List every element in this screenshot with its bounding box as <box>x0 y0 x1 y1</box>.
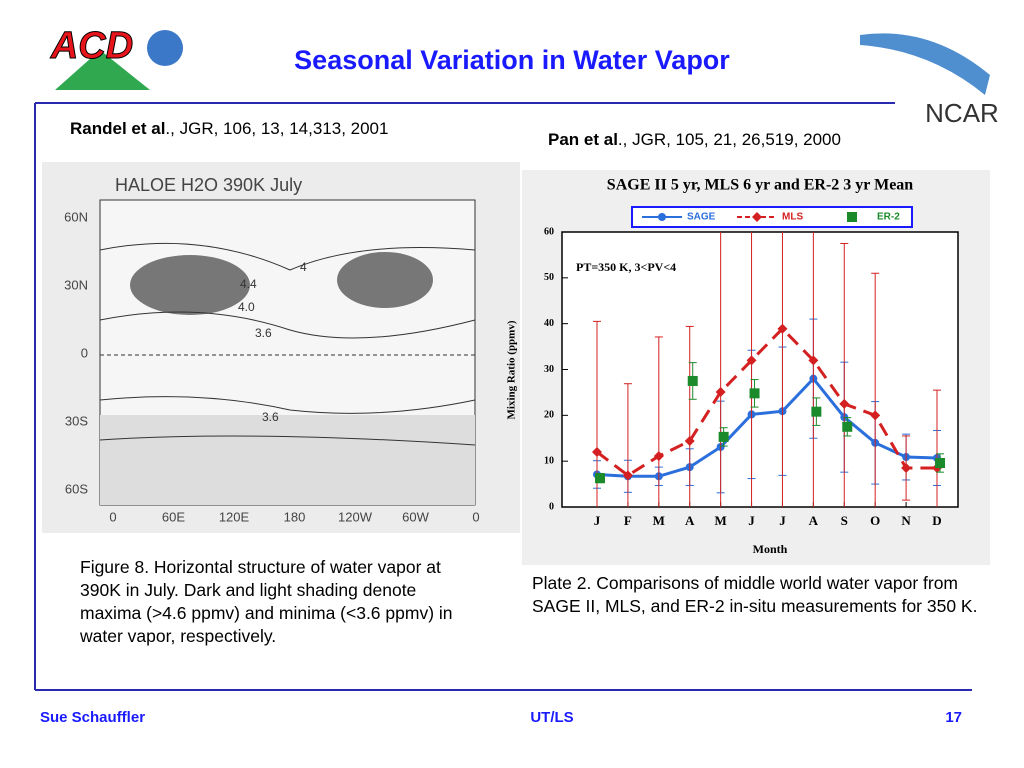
chart-title: SAGE II 5 yr, MLS 6 yr and ER-2 3 yr Mea… <box>607 177 914 194</box>
citation-author: Pan et al <box>548 130 618 149</box>
map-x-tick: 120E <box>219 509 250 524</box>
point <box>935 458 945 468</box>
point <box>777 323 788 334</box>
contour-label: 4 <box>300 260 307 274</box>
point <box>715 386 726 397</box>
map-x-tick: 0 <box>472 509 479 524</box>
citation-right: Pan et al., JGR, 105, 21, 26,519, 2000 <box>548 130 841 149</box>
point <box>808 355 819 366</box>
contour <box>99 435 476 446</box>
plate-caption: Plate 2. Comparisons of middle world wat… <box>532 573 978 616</box>
contour-label: 4.0 <box>238 300 255 314</box>
x-tick-label: J <box>594 513 601 528</box>
y-tick-label: 50 <box>544 272 554 283</box>
y-tick-label: 30 <box>544 364 554 375</box>
x-tick-label: J <box>779 513 786 528</box>
series-line <box>596 376 938 478</box>
dark-shading <box>130 255 250 315</box>
logo-globe <box>147 30 183 66</box>
point <box>718 431 729 442</box>
citation-left: Randel et al., JGR, 106, 13, 14,313, 200… <box>70 119 388 138</box>
legend-marker <box>658 213 666 221</box>
citation-ref: ., JGR, 106, 13, 14,313, 2001 <box>165 119 388 138</box>
dark-shading <box>337 252 433 308</box>
map-y-tick: 60S <box>65 481 88 496</box>
point <box>746 355 757 366</box>
citation-author: Randel et al <box>70 119 165 138</box>
map-x-tick: 120W <box>338 509 373 524</box>
x-tick-label: M <box>714 513 726 528</box>
map-x-tick: 0 <box>109 509 116 524</box>
point <box>595 473 605 484</box>
point <box>684 436 695 446</box>
legend-marker <box>847 212 857 222</box>
legend-label: MLS <box>782 212 803 223</box>
citation-ref: ., JGR, 105, 21, 26,519, 2000 <box>618 130 841 149</box>
point <box>687 375 698 386</box>
map-y-tick: 60N <box>64 209 88 224</box>
y-tick-label: 10 <box>544 455 554 466</box>
logo-right: NCAR <box>925 98 999 128</box>
logo-left: ACD <box>50 25 133 67</box>
point <box>870 410 881 421</box>
series-line <box>596 326 937 478</box>
logo-hill <box>55 50 150 90</box>
map-x-tick: 60W <box>402 509 429 524</box>
y-axis-label: Mixing Ratio (ppmv) <box>506 320 518 419</box>
map-title: HALOE H2O 390K July <box>115 175 302 195</box>
logo-swoosh <box>860 33 990 95</box>
map-x-tick: 180 <box>284 509 306 524</box>
y-tick-label: 40 <box>544 318 554 329</box>
x-tick-label: A <box>685 513 695 528</box>
legend-label: SAGE <box>687 212 716 223</box>
contour-label: 3.6 <box>255 326 272 340</box>
legend-marker <box>752 212 762 222</box>
contour <box>99 311 476 339</box>
y-tick-label: 60 <box>544 226 554 237</box>
legend-label: ER-2 <box>877 212 900 223</box>
footer-author: Sue Schauffler <box>40 709 145 726</box>
x-tick-label: N <box>901 513 911 528</box>
x-axis-label: Month <box>753 542 788 556</box>
map-y-tick: 30N <box>64 277 88 292</box>
contour <box>99 396 476 414</box>
plot-clip <box>592 232 945 507</box>
point <box>653 451 664 462</box>
point <box>749 388 760 399</box>
point <box>842 421 853 432</box>
x-tick-label: O <box>870 513 880 528</box>
point <box>622 470 633 481</box>
y-tick-label: 0 <box>549 501 554 512</box>
contour <box>99 242 476 271</box>
y-tick-label: 20 <box>544 410 554 421</box>
map-y-tick: 0 <box>81 345 88 360</box>
footer-topic: UT/LS <box>530 709 573 726</box>
point <box>592 447 602 457</box>
point <box>901 463 912 474</box>
map-y-tick: 30S <box>65 413 88 428</box>
light-shading <box>100 415 475 505</box>
point <box>839 398 850 409</box>
contour-label: 3.6 <box>262 410 279 424</box>
point <box>811 406 822 417</box>
x-tick-label: D <box>932 513 941 528</box>
chart-annotation: PT=350 K, 3<PV<4 <box>576 260 676 274</box>
x-tick-label: M <box>653 513 665 528</box>
map-x-tick: 60E <box>162 509 185 524</box>
slide-title: Seasonal Variation in Water Vapor <box>294 45 730 75</box>
x-tick-label: J <box>748 513 755 528</box>
footer-page: 17 <box>945 709 962 726</box>
x-tick-label: F <box>624 513 632 528</box>
x-tick-label: S <box>841 513 848 528</box>
contour-label: 4.4 <box>240 277 257 291</box>
figure-caption: Figure 8. Horizontal structure of water … <box>80 557 453 646</box>
x-tick-label: A <box>809 513 819 528</box>
